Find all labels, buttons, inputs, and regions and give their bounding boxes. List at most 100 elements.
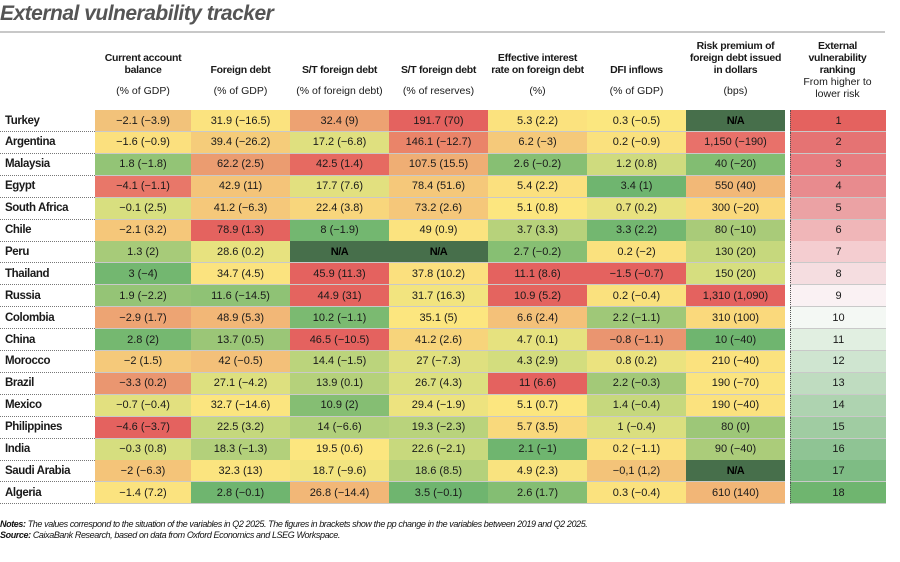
data-cell: −0.3 (0.8) [95, 438, 191, 461]
data-cell: 6.2 (−3) [488, 131, 587, 154]
data-cell: 5.7 (3.5) [488, 416, 587, 439]
rank-cell: 9 [790, 285, 886, 308]
notes-label: Notes: [0, 519, 26, 529]
country-label: Philippines [0, 417, 95, 439]
data-cell: 22.5 (3.2) [191, 416, 290, 439]
data-cell: 18.3 (−1.3) [191, 438, 290, 461]
rank-cell: 2 [790, 131, 886, 154]
table-row: China 2.8 (2) 13.7 (0.5) 46.5 (−10.5) 41.2 (… [0, 329, 886, 351]
country-label: Turkey [0, 110, 95, 132]
data-cell: 0.8 (0.2) [587, 350, 686, 373]
data-cell: 49 (0.9) [389, 219, 488, 242]
data-cell: 2.6 (−0.2) [488, 153, 587, 176]
country-label: Egypt [0, 176, 95, 198]
data-cell: 4.7 (0.1) [488, 329, 587, 351]
data-cell: 210 (−40) [686, 350, 785, 373]
data-cell: −1.4 (7.2) [95, 482, 191, 505]
source-text: CaixaBank Research, based on data from O… [30, 530, 341, 540]
data-cell: 42.9 (11) [191, 175, 290, 198]
column-header-unit: (% of GDP) [609, 85, 664, 97]
data-cell: 610 (140) [686, 482, 785, 505]
data-cell: 32.7 (−14.6) [191, 394, 290, 417]
table-row: Russia 1.9 (−2.2) 11.6 (−14.5) 44.9 (31) 31.… [0, 285, 886, 308]
data-cell: 1.9 (−2.2) [95, 285, 191, 308]
table-row: Egypt −4.1 (−1.1) 42.9 (11) 17.7 (7.6) 78.4 … [0, 175, 886, 198]
column-header-label: DFI inflows [610, 64, 663, 76]
column-header: S/T foreign debt (% of reserves) [389, 36, 488, 108]
data-cell: 2.8 (−0.1) [191, 482, 290, 505]
data-cell: −2 (−6.3) [95, 460, 191, 483]
country-label: China [0, 329, 95, 351]
data-cell: 42 (−0.5) [191, 350, 290, 373]
data-cell: −2.1 (3.2) [95, 219, 191, 242]
data-cell: 2.7 (−0.2) [488, 241, 587, 264]
data-cell: 0.2 (−1.1) [587, 438, 686, 461]
data-cell: −0.1 (2.5) [95, 197, 191, 220]
data-cell: 19.5 (0.6) [290, 438, 389, 461]
data-cell: 41.2 (−6.3) [191, 197, 290, 220]
column-header-unit: (bps) [723, 85, 748, 97]
data-cell: 3 (−4) [95, 263, 191, 286]
column-header-label: S/T foreign debt [400, 64, 477, 76]
table-row: Saudi Arabia −2 (−6.3) 32.3 (13) 18.7 (−9.6… [0, 460, 886, 483]
country-label: Peru [0, 241, 95, 264]
data-cell: 32.3 (13) [191, 460, 290, 483]
data-cell: 22.4 (3.8) [290, 197, 389, 220]
data-cell: 300 (−20) [686, 197, 785, 220]
country-label: Saudi Arabia [0, 460, 95, 483]
data-cell: 10.9 (2) [290, 394, 389, 417]
data-cell: 4.9 (2.3) [488, 460, 587, 483]
data-cell: 2.6 (1.7) [488, 482, 587, 505]
rank-cell: 17 [790, 460, 886, 483]
data-cell: 32.4 (9) [290, 110, 389, 132]
column-header-label: Effective interest rate on foreign debt [491, 52, 584, 76]
notes-line: Notes: The values correspond to the situ… [0, 519, 588, 530]
data-cell: 62.2 (2.5) [191, 153, 290, 176]
data-cell: 10.2 (−1.1) [290, 307, 389, 330]
data-cell: 37.8 (10.2) [389, 263, 488, 286]
data-cell: 11 (6.6) [488, 372, 587, 395]
data-cell: 0.2 (−0.9) [587, 131, 686, 154]
data-cell: −4.1 (−1.1) [95, 175, 191, 198]
data-cell: N/A [686, 110, 785, 132]
column-header-label: S/T foreign debt [301, 64, 378, 76]
data-cell: 45.9 (11.3) [290, 263, 389, 286]
data-cell: 28.6 (0.2) [191, 241, 290, 264]
data-cell: −0,1 (1,2) [587, 460, 686, 483]
column-header: Foreign debt (% of GDP) [191, 36, 290, 108]
data-cell: 80 (0) [686, 416, 785, 439]
data-cell: 39.4 (−26.2) [191, 131, 290, 154]
data-cell: 2.2 (−0.3) [587, 372, 686, 395]
data-cell: 190 (−70) [686, 372, 785, 395]
data-cell: 48.9 (5.3) [191, 307, 290, 330]
column-header: DFI inflows (% of GDP) [587, 36, 686, 108]
source-line: Source: CaixaBank Research, based on dat… [0, 530, 587, 541]
country-label: India [0, 439, 95, 461]
data-cell: 1,310 (1,090) [686, 285, 785, 308]
country-label: Brazil [0, 373, 95, 395]
column-header-label: Risk premium of foreign debt issued in d… [689, 40, 782, 76]
data-cell: 10.9 (5.2) [488, 285, 587, 308]
notes-text: The values correspond to the situation o… [25, 519, 588, 529]
column-header: Risk premium of foreign debt issued in d… [686, 36, 785, 108]
data-cell: 130 (20) [686, 241, 785, 264]
data-cell: 146.1 (−12.7) [389, 131, 488, 154]
data-cell: 1.2 (0.8) [587, 153, 686, 176]
data-cell: 44.9 (31) [290, 285, 389, 308]
data-cell: 17.2 (−6.8) [290, 131, 389, 154]
data-cell: 34.7 (4.5) [191, 263, 290, 286]
column-header-label: External vulnerability ranking [808, 40, 867, 76]
data-cell: N/A [686, 460, 785, 483]
data-cell: 1.8 (−1.8) [95, 153, 191, 176]
data-cell: 13.7 (0.5) [191, 329, 290, 351]
data-cell: 0.2 (−2) [587, 241, 686, 264]
data-cell: −0.7 (−0.4) [95, 394, 191, 417]
data-cell: 10 (−40) [686, 329, 785, 351]
rank-cell: 11 [790, 329, 886, 351]
data-cell: 2.1 (−1) [488, 438, 587, 461]
data-cell: 3.5 (−0.1) [389, 482, 488, 505]
data-cell: 550 (40) [686, 175, 785, 198]
data-cell: 31.7 (16.3) [389, 285, 488, 308]
notes-block: Notes: The values correspond to the situ… [0, 519, 588, 541]
table-row: India −0.3 (0.8) 18.3 (−1.3) 19.5 (0.6) 22.6… [0, 438, 886, 461]
